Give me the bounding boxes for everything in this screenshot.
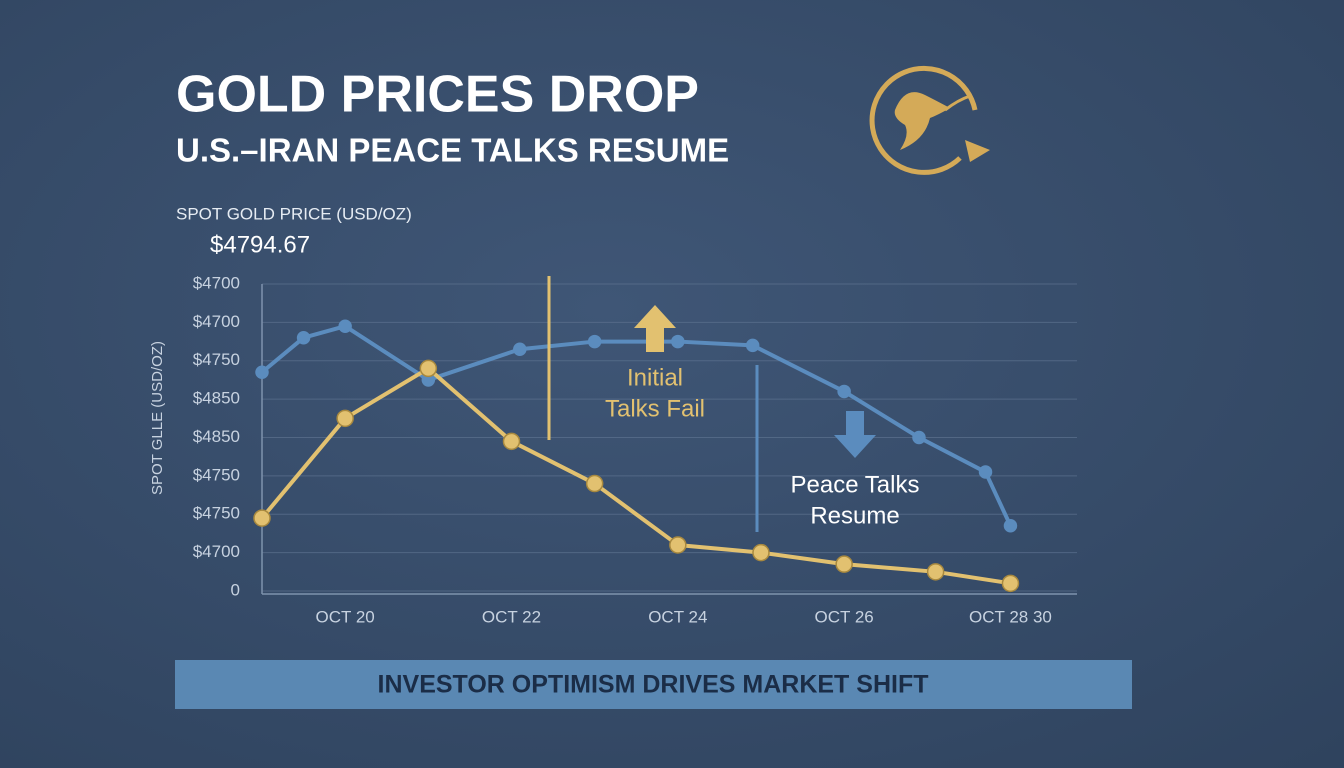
down-arrow <box>834 411 876 458</box>
x-tick-label: OCT 26 <box>815 607 874 626</box>
y-tick-label: $4700 <box>193 273 240 292</box>
data-point <box>1001 574 1020 593</box>
chart-subtitle: U.S.–IRAN PEACE TALKS RESUME <box>176 132 729 169</box>
data-point <box>1003 519 1018 533</box>
y-tick-label: $4750 <box>193 465 240 484</box>
data-point <box>338 319 352 333</box>
series-line <box>260 324 1013 527</box>
data-point <box>502 432 521 451</box>
data-point <box>255 365 269 380</box>
data-point <box>336 409 354 428</box>
data-point <box>837 384 851 399</box>
data-point <box>835 555 853 573</box>
y-tick-label: $4850 <box>193 389 240 408</box>
data-point <box>912 430 926 445</box>
data-point <box>671 334 685 349</box>
banner <box>175 660 1132 709</box>
x-tick-label: OCT 28 30 <box>969 607 1052 626</box>
banner-text: INVESTOR OPTIMISM DRIVES MARKET SHIFT <box>378 671 929 699</box>
chart-title: GOLD PRICES DROP <box>176 66 699 124</box>
data-point <box>745 338 760 353</box>
price-value: $4794.67 <box>210 231 310 258</box>
annotation: Initial <box>627 364 683 391</box>
data-point <box>752 543 770 562</box>
y-tick-label: 0 <box>231 580 240 599</box>
annotation: Peace Talks <box>791 471 920 498</box>
data-point <box>419 359 438 378</box>
data-point <box>253 509 271 527</box>
data-point <box>669 536 687 554</box>
y-tick-label: $4700 <box>193 542 240 561</box>
data-point <box>926 563 945 581</box>
x-tick-label: OCT 22 <box>482 607 541 626</box>
y-tick-label: $4700 <box>193 312 240 331</box>
data-point <box>296 330 311 345</box>
x-tick-label: OCT 20 <box>316 607 375 626</box>
data-point <box>513 342 527 356</box>
annotation: Talks Fail <box>605 395 705 422</box>
y-tick-label: $4850 <box>193 427 240 446</box>
data-point <box>978 465 993 479</box>
y-tick-label: $4750 <box>193 504 240 523</box>
data-point <box>585 474 604 493</box>
x-tick-label: OCT 24 <box>648 607 707 626</box>
y-axis-label: SPOT GLLE (USD/OZ) <box>149 341 166 495</box>
series-line <box>260 366 1011 586</box>
y-tick-label: $4750 <box>193 350 240 369</box>
dove-icon <box>869 65 990 175</box>
up-arrow <box>634 305 676 352</box>
annotation: Resume <box>810 502 899 529</box>
price-label: SPOT GOLD PRICE (USD/OZ) <box>176 204 412 223</box>
data-point <box>587 334 602 349</box>
